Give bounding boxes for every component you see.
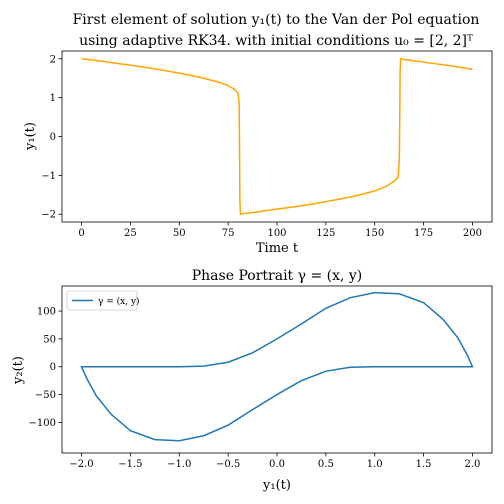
chart-1-series-line <box>81 57 473 216</box>
x-tick-label: 175 <box>414 228 433 239</box>
chart-1-title-line-2: using adaptive RK34. with initial condit… <box>79 33 473 49</box>
chart-2-title: Phase Portrait γ = (x, y) <box>192 268 363 284</box>
y-tick-label: 2 <box>50 54 56 65</box>
x-tick-label: 200 <box>463 228 482 239</box>
chart-1-y-ticks: −2 −1 0 1 2 <box>41 54 62 221</box>
x-tick-label: 150 <box>365 228 384 239</box>
y-tick-label: 50 <box>43 334 56 345</box>
chart-1: First element of solution y₁(t) to the V… <box>23 12 493 256</box>
y-tick-label: −100 <box>29 418 56 429</box>
chart-2-y-axis-label: y₂(t) <box>11 356 26 385</box>
y-tick-label: −2 <box>41 210 56 221</box>
x-tick-label: 0.5 <box>318 459 334 470</box>
x-tick-label: −1.5 <box>118 459 142 470</box>
x-tick-label: −2.0 <box>69 459 93 470</box>
x-tick-label: 25 <box>124 228 137 239</box>
chart-2-legend: γ = (x, y) <box>66 290 140 311</box>
chart-1-x-axis-label: Time t <box>256 241 299 256</box>
x-tick-label: 1.5 <box>416 459 432 470</box>
chart-2-x-axis-label: y₁(t) <box>262 478 291 493</box>
x-tick-label: 0 <box>78 228 84 239</box>
x-tick-label: −1.0 <box>167 459 191 470</box>
y-tick-label: −50 <box>35 390 56 401</box>
y-tick-label: 100 <box>37 307 56 318</box>
chart-1-title-line-1: First element of solution y₁(t) to the V… <box>73 12 480 28</box>
chart-2-series-line <box>80 291 474 442</box>
x-tick-label: 125 <box>316 228 335 239</box>
x-tick-label: 100 <box>267 228 286 239</box>
chart-2: Phase Portrait γ = (x, y) −2.0 −1.5 −1.0 −0… <box>11 268 493 493</box>
x-tick-label: 50 <box>173 228 186 239</box>
chart-2-y-ticks: −100 −50 0 50 100 <box>29 307 62 429</box>
x-tick-label: 1.0 <box>367 459 383 470</box>
chart-1-x-ticks: 0 25 50 75 100 125 150 175 200 <box>78 222 482 239</box>
y-tick-label: 1 <box>50 93 56 104</box>
y-tick-label: 0 <box>50 362 56 373</box>
chart-2-x-ticks: −2.0 −1.5 −1.0 −0.5 0.0 0.5 1.0 1.5 2.0 <box>69 453 480 470</box>
x-tick-label: 75 <box>222 228 235 239</box>
chart-1-plot-area <box>61 50 493 223</box>
y-tick-label: −1 <box>41 171 56 182</box>
legend-label: γ = (x, y) <box>98 296 140 307</box>
x-tick-label: −0.5 <box>216 459 240 470</box>
legend-box <box>66 290 138 311</box>
chart-1-y-axis-label: y₁(t) <box>23 122 38 151</box>
x-tick-label: 2.0 <box>465 459 481 470</box>
y-tick-label: 0 <box>50 132 56 143</box>
x-tick-label: 0.0 <box>269 459 285 470</box>
